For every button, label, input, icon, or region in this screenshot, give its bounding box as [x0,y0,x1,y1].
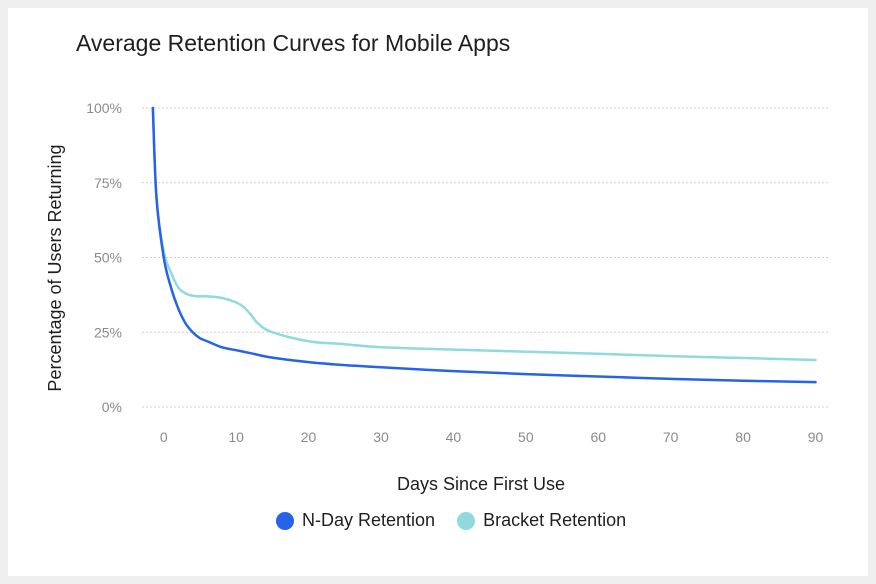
legend-label-bracket: Bracket Retention [483,510,627,530]
legend-swatch-n-day [276,511,294,530]
x-tick-label: 80 [735,429,751,445]
y-tick-label: 100% [86,100,122,116]
y-tick-label: 75% [94,175,122,191]
x-tick-label: 50 [518,429,534,445]
x-tick-label: 40 [446,429,462,445]
y-tick-label: 25% [94,324,122,340]
x-axis-title: Days Since First Use [397,474,565,494]
x-tick-label: 0 [160,429,168,445]
y-tick-labels: 0% 25% 50% 75% 100% [86,100,122,415]
legend-item-bracket: Bracket Retention [457,510,626,531]
legend-label-n-day: N-Day Retention [302,510,436,530]
x-tick-label: 90 [808,429,824,445]
legend-swatch-bracket [457,511,476,530]
legend: N-Day Retention Bracket Retention [276,510,648,531]
y-tick-label: 50% [94,250,122,266]
legend-item-n-day: N-Day Retention [276,510,435,531]
chart-card [8,8,868,576]
series-line-n-day [151,106,817,384]
chart-title: Average Retention Curves for Mobile Apps [76,30,511,56]
y-axis-title: Percentage of Users Returning [45,144,65,391]
x-tick-label: 10 [228,429,244,445]
series-line-bracket [151,106,817,362]
x-tick-label: 20 [301,429,317,445]
y-tick-label: 0% [102,399,122,415]
x-tick-labels: 0 10 20 30 40 50 60 70 80 90 [160,429,824,445]
x-tick-label: 70 [663,429,679,445]
x-tick-label: 30 [373,429,389,445]
x-tick-label: 60 [590,429,606,445]
grid-lines [142,107,830,408]
series-lines [151,106,817,384]
